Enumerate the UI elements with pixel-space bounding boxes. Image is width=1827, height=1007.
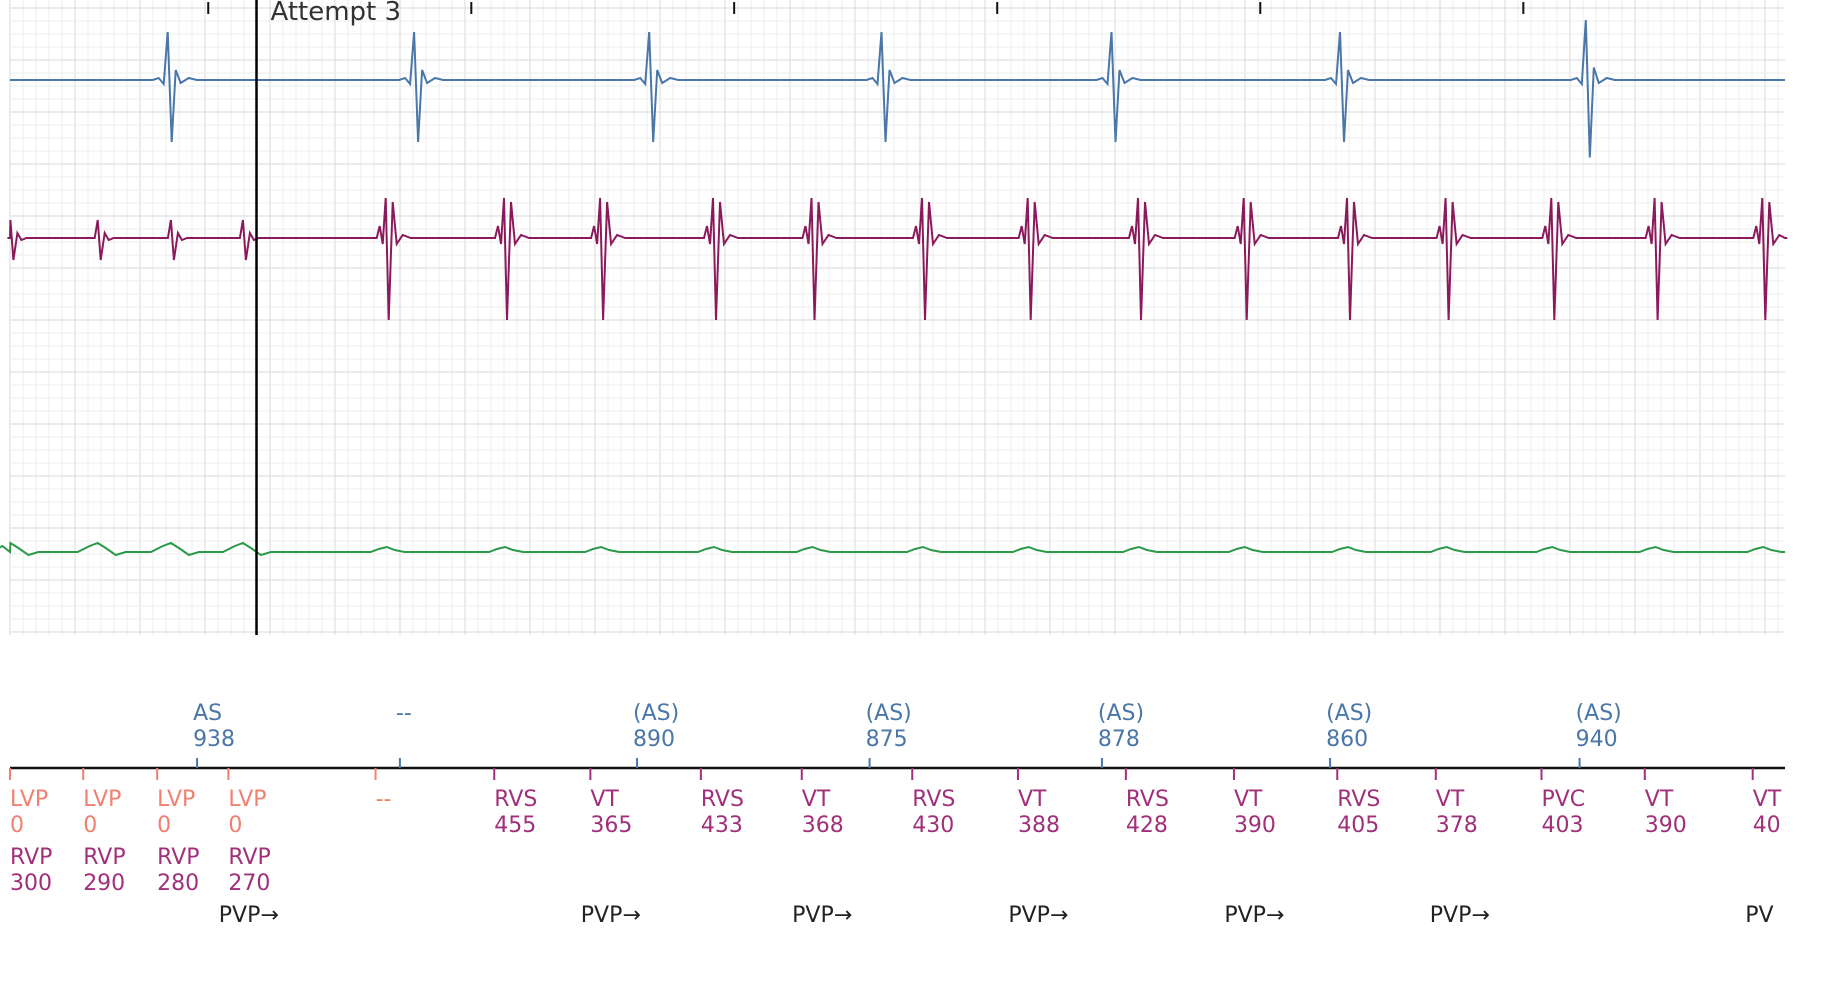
surface-trace [0,541,1785,557]
atrial-marker-label: (AS) [1098,701,1144,726]
pvp-label: PVP→ [581,903,641,928]
pvp-label: PVP→ [1008,903,1068,928]
ventricular-marker-value: 433 [701,813,743,838]
ventricular-marker-value: 390 [1234,813,1276,838]
rv-paced-label: RVP [157,845,199,870]
ventricular-marker-value: 0 [10,813,24,838]
ventricular-marker-label: RVS [912,787,955,812]
ventricular-marker-label: VT [1234,787,1263,812]
ventricular-marker-value: 365 [590,813,632,838]
atrial-marker-value: 940 [1576,727,1618,752]
chart-grid [9,0,1785,635]
atrial-marker-value: 878 [1098,727,1140,752]
rv-paced-value: 280 [157,871,199,896]
atrial-marker-label: AS [193,701,222,726]
rv-paced-label: RVP [10,845,52,870]
atrial-marker-label: (AS) [633,701,679,726]
pvp-label: PVP→ [1224,903,1284,928]
pvp-label: PV [1745,903,1773,928]
ventricular-marker-label: VT [802,787,831,812]
ventricular-marker-value: 428 [1126,813,1168,838]
ventricular-marker-value: 0 [83,813,97,838]
top-ticks [207,2,1525,14]
ventricular-marker-label: VT [1753,787,1782,812]
atrial-marker-label: (AS) [866,701,912,726]
atrial-marker-value: 938 [193,727,235,752]
ventricular-marker-label: VT [1018,787,1047,812]
atrial-marker-label: (AS) [1326,701,1372,726]
atrial-marker-value: 860 [1326,727,1368,752]
ventricular-marker-label: LVP [83,787,121,812]
ventricular-marker-label: LVP [228,787,266,812]
atrial-marker-value: 890 [633,727,675,752]
attempt-label: Attempt 3 [271,0,402,27]
ventricular-marker-value: 40 [1753,813,1781,838]
ventricular-marker-value: 0 [157,813,171,838]
ventricular-marker-value: 405 [1337,813,1379,838]
ventricular-marker-label: -- [376,787,392,812]
ventricular-marker-value: 430 [912,813,954,838]
ventricular-marker-value: 388 [1018,813,1060,838]
pvp-label: PVP→ [219,903,279,928]
ventricular-marker-value: 403 [1541,813,1583,838]
ventricular-marker-label: VT [1436,787,1465,812]
rv-paced-label: RVP [228,845,270,870]
ventricular-marker-label: RVS [1126,787,1169,812]
rv-paced-value: 290 [83,871,125,896]
ventricular-trace [7,197,1788,321]
ventricular-marker-value: 378 [1436,813,1478,838]
signal-traces [0,19,1788,557]
atrial-marker-value: 875 [866,727,908,752]
ventricular-marker-value: 368 [802,813,844,838]
rv-paced-value: 270 [228,871,270,896]
ventricular-marker-label: LVP [157,787,195,812]
atrial-marker-label: -- [396,701,412,726]
atrial-marker-label: (AS) [1576,701,1622,726]
ventricular-marker-label: LVP [10,787,48,812]
ventricular-marker-label: RVS [1337,787,1380,812]
ventricular-marker-label: RVS [494,787,537,812]
ventricular-marker-label: VT [1645,787,1674,812]
ventricular-marker-value: 390 [1645,813,1687,838]
ventricular-marker-label: RVS [701,787,744,812]
ventricular-marker-value: 455 [494,813,536,838]
ventricular-marker-label: PVC [1541,787,1585,812]
ventricular-marker-value: 0 [228,813,242,838]
pvp-label: PVP→ [1430,903,1490,928]
rv-paced-value: 300 [10,871,52,896]
rv-paced-label: RVP [83,845,125,870]
pvp-label: PVP→ [792,903,852,928]
atrial-trace [10,19,1785,158]
ventricular-marker-label: VT [590,787,619,812]
